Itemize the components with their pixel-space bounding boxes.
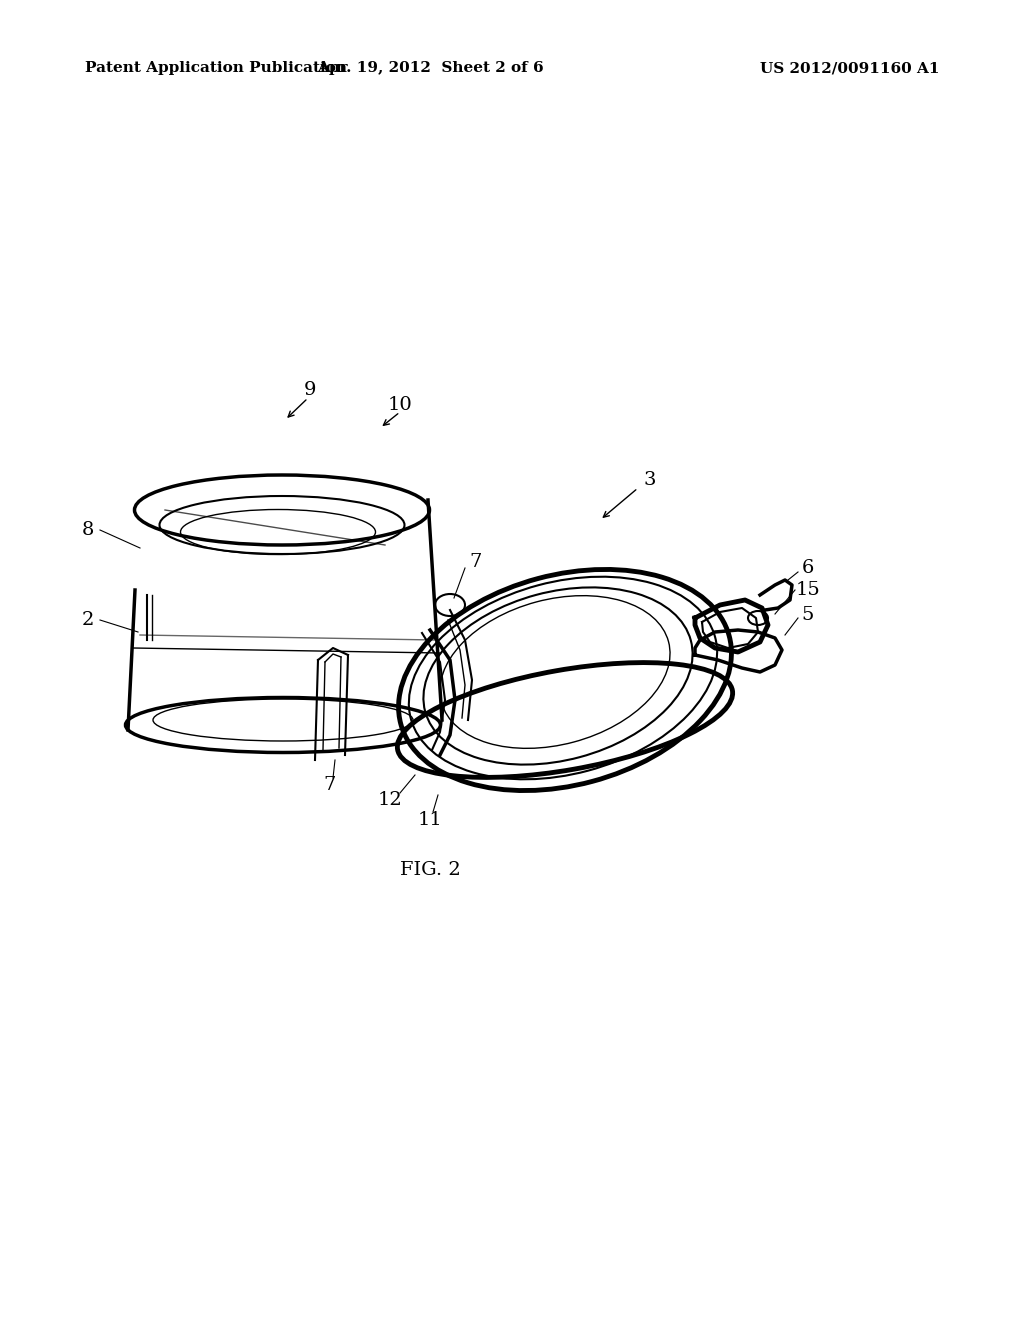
Text: US 2012/0091160 A1: US 2012/0091160 A1 — [760, 61, 940, 75]
Text: 8: 8 — [82, 521, 94, 539]
Text: 2: 2 — [82, 611, 94, 630]
Text: 3: 3 — [644, 471, 656, 488]
Text: 7: 7 — [470, 553, 482, 572]
Text: 11: 11 — [418, 810, 442, 829]
Text: Patent Application Publication: Patent Application Publication — [85, 61, 347, 75]
Text: 9: 9 — [304, 381, 316, 399]
Text: 12: 12 — [378, 791, 402, 809]
Text: Apr. 19, 2012  Sheet 2 of 6: Apr. 19, 2012 Sheet 2 of 6 — [316, 61, 544, 75]
Text: 15: 15 — [796, 581, 820, 599]
Text: FIG. 2: FIG. 2 — [399, 861, 461, 879]
Text: 10: 10 — [388, 396, 413, 414]
Text: 6: 6 — [802, 558, 814, 577]
Text: 7: 7 — [324, 776, 336, 795]
Text: 5: 5 — [802, 606, 814, 624]
